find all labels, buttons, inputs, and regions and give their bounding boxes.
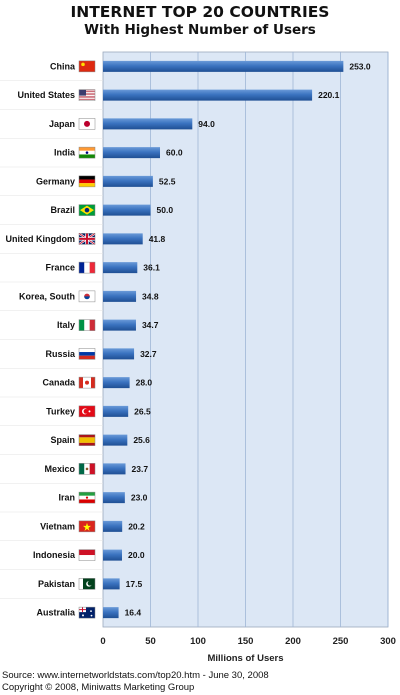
vietnam-flag-icon	[78, 520, 96, 533]
russia-flag-icon	[78, 348, 96, 360]
bar-china	[103, 60, 344, 72]
category-label: Vietnam	[40, 521, 75, 531]
category-label: Spain	[50, 435, 75, 445]
category-label: Canada	[42, 378, 76, 388]
category-label: France	[45, 263, 75, 273]
bar-turkey	[103, 405, 129, 417]
data-label: 34.7	[142, 320, 159, 330]
bar-mexico	[103, 463, 126, 475]
france-flag-icon	[78, 261, 96, 274]
bar-united-states	[103, 89, 313, 101]
data-label: 32.7	[140, 349, 157, 359]
bar-russia	[103, 348, 135, 360]
brazil-flag-icon	[78, 204, 96, 216]
spain-flag-icon	[78, 434, 96, 446]
data-label: 17.5	[126, 579, 143, 589]
data-label: 50.0	[157, 205, 174, 215]
india-flag-icon	[78, 146, 96, 159]
x-tick-label: 100	[190, 636, 206, 647]
x-tick-label: 150	[238, 636, 254, 647]
canada-flag-icon	[78, 376, 96, 389]
x-tick-label: 0	[100, 636, 105, 647]
category-label: Mexico	[44, 464, 75, 474]
turkey-flag-icon	[78, 405, 96, 418]
italy-flag-icon	[78, 319, 96, 331]
data-label: 20.0	[128, 550, 145, 560]
bar-japan	[103, 118, 193, 130]
bar-united-kingdom	[103, 233, 143, 245]
data-label: 36.1	[143, 263, 160, 273]
data-label: 20.2	[128, 521, 145, 531]
bar-india	[103, 147, 160, 159]
bar-korea-south	[103, 290, 137, 302]
category-label: Russia	[45, 349, 76, 359]
category-label: Australia	[36, 608, 76, 618]
category-label: Iran	[58, 493, 75, 503]
x-tick-label: 200	[285, 636, 301, 647]
category-label: United States	[17, 90, 75, 100]
category-label: Germany	[36, 176, 75, 186]
united-kingdom-flag-icon	[78, 233, 96, 245]
x-tick-label: 300	[380, 636, 396, 647]
bar-chart: 0 50 100 150 200 250 300 Millions of Users 253.0…	[0, 51, 396, 664]
korea-south-flag-icon	[78, 290, 96, 303]
indonesia-flag-icon	[78, 549, 96, 561]
category-label: Brazil	[50, 205, 75, 215]
data-label: 52.5	[159, 176, 176, 186]
source-note: Source: www.internetworldstats.com/top20…	[2, 670, 269, 681]
data-label: 34.8	[142, 291, 159, 301]
category-label: India	[54, 148, 76, 158]
category-label: Japan	[49, 119, 75, 129]
data-label: 25.6	[133, 435, 150, 445]
chart-title: INTERNET TOP 20 COUNTRIES	[70, 3, 330, 21]
bar-iran	[103, 492, 125, 504]
x-tick-label: 50	[145, 636, 156, 647]
china-flag-icon	[78, 60, 96, 73]
bar-vietnam	[103, 520, 123, 532]
chart-subtitle: With Highest Number of Users	[84, 22, 316, 38]
japan-flag-icon	[78, 118, 96, 130]
data-label: 253.0	[349, 61, 371, 71]
data-label: 220.1	[318, 90, 340, 100]
bar-australia	[103, 607, 119, 619]
bar-france	[103, 262, 138, 274]
united-states-flag-icon	[78, 89, 96, 101]
bar-brazil	[103, 204, 151, 216]
bar-canada	[103, 377, 130, 389]
data-label: 60.0	[166, 148, 183, 158]
category-label: Indonesia	[33, 550, 76, 560]
germany-flag-icon	[78, 175, 96, 188]
data-label: 94.0	[198, 119, 215, 129]
bar-italy	[103, 319, 136, 331]
data-label: 16.4	[125, 608, 142, 618]
bar-indonesia	[103, 549, 122, 561]
category-label: China	[50, 61, 76, 71]
category-label: United Kingdom	[6, 234, 76, 244]
iran-flag-icon	[78, 491, 96, 504]
category-label: Turkey	[46, 406, 75, 416]
category-label: Italy	[57, 320, 75, 330]
data-label: 26.5	[134, 406, 151, 416]
data-label: 23.7	[132, 464, 149, 474]
data-label: 41.8	[149, 234, 166, 244]
data-label: 28.0	[136, 378, 153, 388]
australia-flag-icon	[78, 606, 96, 619]
category-label: Pakistan	[38, 579, 75, 589]
copyright-note: Copyright © 2008, Miniwatts Marketing Gr…	[2, 682, 195, 693]
x-tick-label: 250	[333, 636, 349, 647]
data-label: 23.0	[131, 493, 148, 503]
pakistan-flag-icon	[78, 578, 96, 590]
category-label: Korea, South	[19, 291, 75, 301]
mexico-flag-icon	[78, 463, 96, 475]
x-axis-label: Millions of Users	[207, 653, 283, 664]
bar-pakistan	[103, 578, 120, 590]
bar-germany	[103, 175, 153, 187]
bar-spain	[103, 434, 128, 446]
